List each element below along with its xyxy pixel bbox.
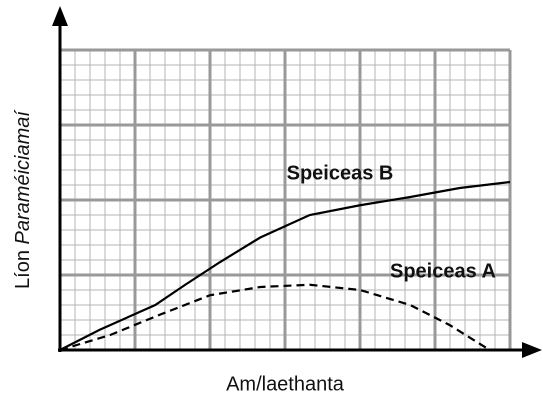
grid — [58, 48, 512, 352]
lines — [59, 180, 511, 352]
series-line — [59, 283, 491, 352]
y-axis-label-part: Líon — [12, 250, 34, 289]
x-axis-arrow — [522, 342, 542, 358]
series-label: Speiceas A — [390, 260, 496, 282]
y-axis-arrow — [52, 6, 68, 26]
series-line — [59, 180, 511, 351]
series-label: Speiceas B — [287, 162, 394, 184]
y-axis-label: Líon Paraméiciamaí — [12, 109, 34, 289]
y-axis-label-part: Paraméiciamaí — [12, 109, 34, 245]
x-axis-label: Am/laethanta — [226, 373, 345, 395]
